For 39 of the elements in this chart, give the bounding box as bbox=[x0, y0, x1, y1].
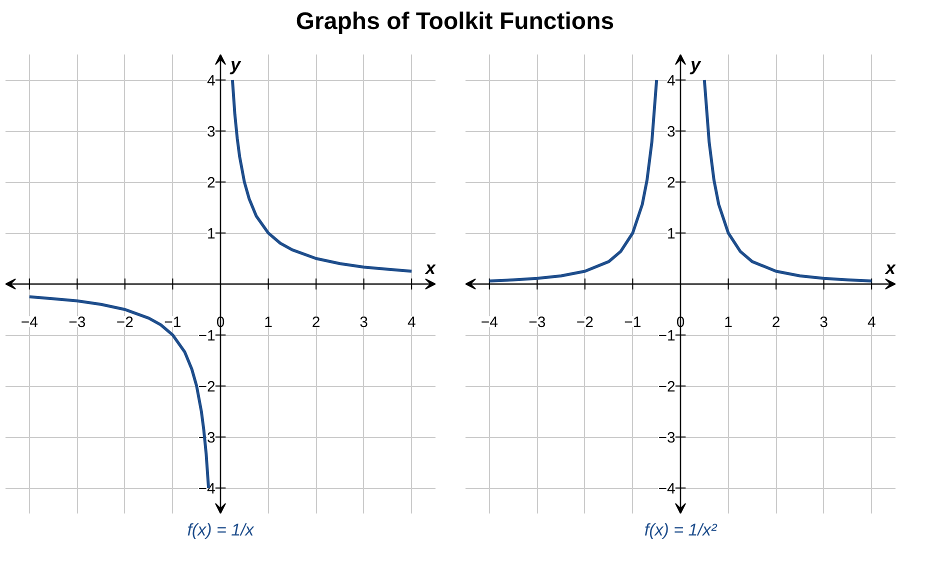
y-tick-label: 4 bbox=[207, 72, 216, 90]
x-tick-label: −2 bbox=[576, 314, 594, 332]
text: f(x) = 1/x bbox=[187, 520, 254, 540]
x-tick-label: 1 bbox=[724, 314, 732, 332]
x-tick-label: −1 bbox=[624, 314, 642, 332]
y-tick-label: −4 bbox=[658, 480, 676, 498]
y-tick-label: −2 bbox=[198, 378, 216, 396]
y-tick-label: 1 bbox=[207, 226, 216, 243]
x-tick-label: 1 bbox=[264, 314, 272, 332]
line-series bbox=[230, 78, 414, 274]
x-tick-label: −4 bbox=[20, 314, 38, 332]
y-axis-title: y bbox=[230, 54, 242, 75]
x-tick-label: −4 bbox=[480, 314, 498, 332]
y-tick-label: 3 bbox=[667, 124, 676, 141]
y-tick-label: −1 bbox=[198, 328, 216, 345]
x-tick-label: −2 bbox=[116, 314, 134, 332]
y-tick-label: −1 bbox=[658, 328, 676, 345]
line-series bbox=[488, 78, 658, 283]
y-tick-label: −2 bbox=[658, 378, 676, 396]
x-tick-label: 4 bbox=[867, 314, 876, 332]
x-tick-label: 3 bbox=[360, 314, 368, 332]
x-tick-label: −1 bbox=[164, 314, 182, 332]
y-tick-label: 2 bbox=[667, 174, 676, 192]
y-axis-title: y bbox=[690, 54, 702, 75]
x-tick-label: −3 bbox=[528, 314, 546, 332]
line-series bbox=[702, 78, 874, 283]
x-tick-label: 2 bbox=[312, 314, 320, 332]
y-tick-label: 3 bbox=[207, 124, 216, 141]
y-tick-label: 4 bbox=[667, 72, 676, 90]
text: f(x) = 1/x² bbox=[644, 520, 718, 540]
x-tick-label: −3 bbox=[68, 314, 86, 332]
x-tick-label: 4 bbox=[407, 314, 416, 332]
chart-title: Graphs of Toolkit Functions bbox=[296, 7, 614, 37]
x-tick-label: 2 bbox=[772, 314, 780, 332]
y-tick-label: 2 bbox=[207, 174, 216, 192]
y-tick-label: −4 bbox=[198, 480, 216, 498]
x-tick-label: 3 bbox=[820, 314, 828, 332]
y-tick-label: −3 bbox=[658, 430, 676, 447]
y-tick-label: 1 bbox=[667, 226, 676, 243]
